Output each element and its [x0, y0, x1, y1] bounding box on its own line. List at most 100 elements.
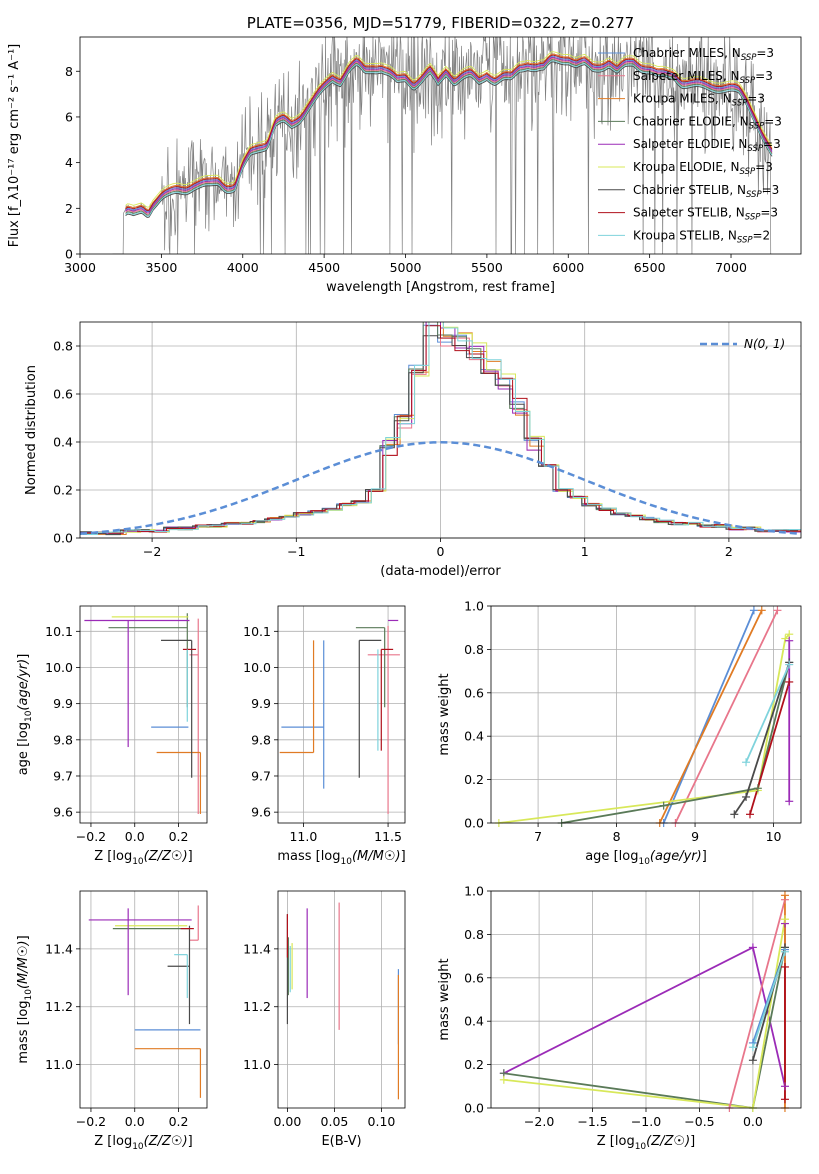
- x-tick-label: 8: [613, 829, 621, 844]
- x-tick-label: 7000: [715, 260, 747, 275]
- label-part: age [log: [585, 849, 638, 864]
- model-spectrum-line: [125, 58, 773, 215]
- x-tick-label: 6000: [552, 260, 584, 275]
- plot-area: [498, 609, 791, 823]
- x-axis-label: Z [log10(Z/Z☉)]: [597, 1134, 695, 1152]
- x-tick-label: 0.0: [743, 1114, 763, 1129]
- legend-part: =3: [760, 206, 778, 220]
- y-tick-label: 0.0: [464, 1101, 484, 1116]
- legend-sub: SSP: [740, 76, 756, 86]
- legend-sub: SSP: [745, 213, 761, 223]
- label-part: Z [log: [94, 1134, 132, 1149]
- y-tick-label: 11.4: [243, 941, 271, 956]
- plot-area: [80, 322, 801, 536]
- x-tick-label: 7: [534, 829, 542, 844]
- y-tick-label: 9.6: [251, 805, 271, 820]
- weight-line: [745, 664, 791, 763]
- model-spectrum-line: [125, 60, 773, 217]
- y-tick-label: 1.0: [464, 599, 484, 614]
- x-tick-label: −0.2: [76, 1114, 106, 1129]
- model-spectrum-line: [125, 54, 773, 212]
- x-tick-label: 2: [725, 544, 733, 559]
- panel-weight-vs-Z: −2.0 −1.5 −1.0 −0.5 0.0 0.0 0.2 0.4 0.6 0.8 1.0 mas…: [437, 884, 802, 1152]
- y-tick-label: 0.4: [464, 729, 484, 744]
- x-tick-label: 0.00: [273, 1114, 301, 1129]
- x-tick-label: −2.0: [524, 1114, 554, 1129]
- legend-part: Kroupa ELODIE, N: [633, 160, 740, 174]
- y-tick-label: 0.0: [53, 531, 73, 546]
- y-tick-label: 0.8: [53, 339, 73, 354]
- y-tick-label: 9.9: [251, 696, 271, 711]
- legend-label: N(0, 1): [744, 337, 785, 351]
- plot-area: [84, 613, 202, 814]
- plot-area: [88, 905, 202, 1098]
- normal-distribution-line: [80, 441, 801, 536]
- legend-label: Kroupa ELODIE, NSSP=3: [633, 160, 773, 177]
- legend-sub: SSP: [749, 121, 765, 131]
- x-tick-label: 0.0: [125, 1114, 145, 1129]
- legend-label: Kroupa STELIB, NSSP=2: [633, 228, 770, 245]
- plot-area: [112, 37, 773, 254]
- legend-part: =3: [755, 69, 773, 83]
- label-part: (Z/Z☉): [144, 849, 188, 864]
- weight-line: [503, 923, 786, 1087]
- label-part: (Z/Z☉): [144, 1134, 188, 1149]
- weight-line: [498, 633, 790, 823]
- label-part: ]: [188, 1134, 193, 1149]
- y-tick-label: 0.6: [464, 685, 484, 700]
- legend-label: Salpeter ELODIE, NSSP=3: [633, 137, 781, 154]
- x-tick-label: 4000: [227, 260, 259, 275]
- label-part: ]: [401, 849, 406, 864]
- legend-label: Chabrier STELIB, NSSP=3: [633, 183, 779, 200]
- x-tick-label: −0.5: [684, 1114, 714, 1129]
- weight-line: [503, 947, 786, 1108]
- y-axis-label: Normed distribution: [24, 365, 39, 495]
- y-tick-label: 2: [65, 201, 73, 216]
- x-tick-label: 11.0: [289, 829, 317, 844]
- label-part: ]: [690, 1134, 695, 1149]
- observed-spectrum-line: [112, 37, 772, 254]
- weight-line: [561, 662, 791, 823]
- legend-part: =3: [762, 183, 780, 197]
- x-tick-label: 6500: [634, 260, 666, 275]
- legend-label: Salpeter STELIB, NSSP=3: [633, 206, 778, 223]
- y-tick-label: 10.0: [243, 660, 271, 675]
- y-tick-label: 11.2: [243, 999, 271, 1014]
- plot-area: [286, 902, 400, 1100]
- panel-age-vs-mass: 11.0 11.5 9.6 9.7 9.8 9.9 10.0 10.1 mass [log10(…: [243, 605, 406, 867]
- label-sub: 10: [341, 857, 353, 867]
- y-tick-label: 0.0: [464, 816, 484, 831]
- residual-histogram-line: [82, 322, 801, 535]
- label-part: ]: [702, 849, 707, 864]
- y-tick-label: 9.6: [53, 805, 73, 820]
- x-tick-label: −1.5: [577, 1114, 607, 1129]
- x-tick-label: 0.05: [321, 1114, 349, 1129]
- y-tick-label: 0.8: [464, 927, 484, 942]
- x-tick-label: 1: [581, 544, 589, 559]
- legend-part: Salpeter STELIB, N: [633, 206, 745, 220]
- panel-mass-vs-Z: −0.2 0.0 0.211.011.211.4Z [log10(Z/Z☉)]mas…: [16, 890, 208, 1152]
- weight-line: [752, 951, 786, 1048]
- legend-part: Salpeter MILES, N: [633, 69, 740, 83]
- y-tick-label: 10.0: [45, 660, 73, 675]
- x-tick-label: 0.10: [368, 1114, 396, 1129]
- weight-line: [662, 609, 755, 823]
- weight-line: [728, 899, 786, 1108]
- axes-frame: [277, 605, 406, 824]
- y-tick-label: 11.2: [45, 999, 73, 1014]
- plot-area: [279, 619, 400, 814]
- label-part: mass [log: [277, 849, 340, 864]
- axes-frame: [79, 605, 208, 824]
- panel-residuals: −2 −1 0 1 2 0.0 0.2 0.4 0.6 0.8 (data-model)/error…: [24, 321, 802, 579]
- x-tick-label: 11.5: [374, 829, 402, 844]
- x-axis-label: Z [log10(Z/Z☉)]: [94, 849, 192, 867]
- residual-histogram-line: [80, 335, 799, 536]
- panel-age-vs-Z: −0.2 0.0 0.29.69.79.89.910.010.1Z [log10(Z…: [16, 605, 208, 867]
- x-tick-label: 0.0: [125, 829, 145, 844]
- label-sub: 10: [132, 857, 144, 867]
- panel-mass-vs-ebv: 0.00 0.05 0.10 11.0 11.2 11.4 E(B-V): [243, 890, 406, 1149]
- model-spectrum-line: [125, 56, 773, 214]
- label-sub: 10: [24, 710, 34, 722]
- legend-sub: SSP: [737, 235, 753, 245]
- legend-label: Chabrier ELODIE, NSSP=3: [633, 114, 782, 131]
